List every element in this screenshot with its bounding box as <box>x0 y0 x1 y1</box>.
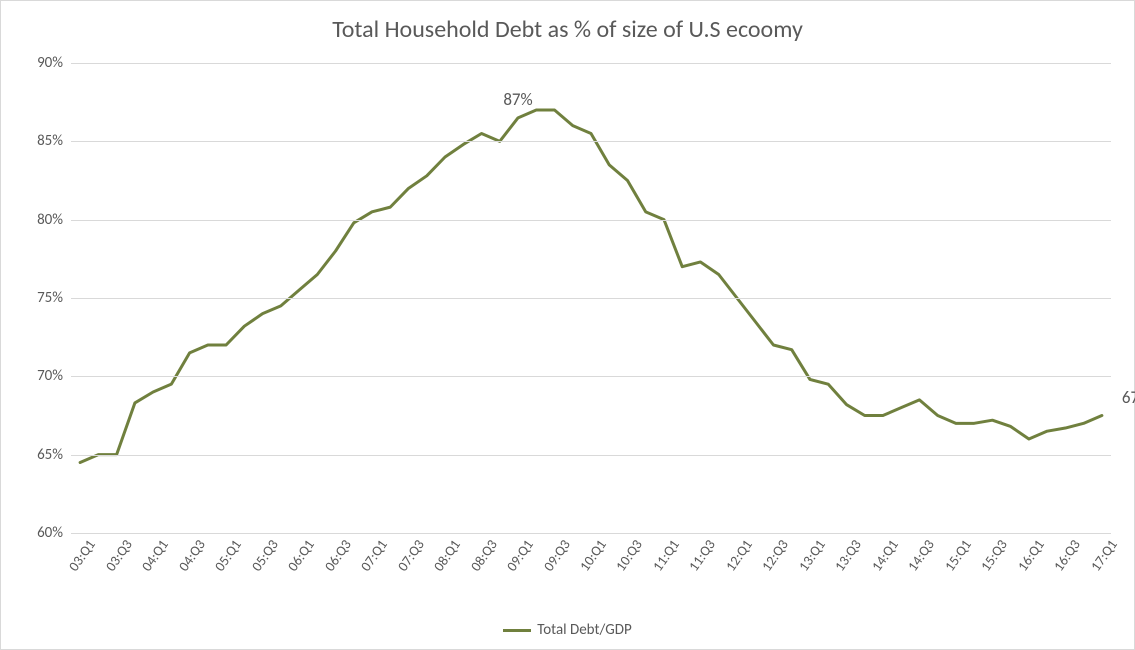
x-tick-label: 09:Q1 <box>498 533 537 574</box>
y-tick-label: 75% <box>37 289 71 307</box>
data-label: 87% <box>503 89 532 110</box>
x-tick-label: 07:Q1 <box>352 533 391 574</box>
x-tick-label: 04:Q1 <box>133 533 172 574</box>
x-tick-label: 13:Q1 <box>790 533 829 574</box>
plot-area: 60%65%70%75%80%85%90%03:Q103:Q304:Q104:Q… <box>71 63 1111 533</box>
x-tick-label: 15:Q3 <box>973 533 1012 574</box>
x-tick-label: 09:Q3 <box>535 533 574 574</box>
x-tick-label: 07:Q3 <box>389 533 428 574</box>
x-tick-label: 17:Q1 <box>1082 533 1121 574</box>
x-tick-label: 16:Q1 <box>1009 533 1048 574</box>
chart-container: Total Household Debt as % of size of U.S… <box>0 0 1135 650</box>
x-tick-label: 16:Q3 <box>1046 533 1085 574</box>
x-tick-label: 10:Q3 <box>608 533 647 574</box>
x-tick-label: 11:Q1 <box>644 533 683 574</box>
x-tick-label: 08:Q3 <box>462 533 501 574</box>
x-tick-label: 13:Q3 <box>827 533 866 574</box>
x-tick-label: 11:Q3 <box>681 533 720 574</box>
gridline <box>71 376 1111 377</box>
y-tick-label: 90% <box>37 54 71 72</box>
chart-title: Total Household Debt as % of size of U.S… <box>1 15 1134 44</box>
data-label: 67% <box>1122 387 1135 408</box>
x-tick-label: 06:Q1 <box>279 533 318 574</box>
gridline <box>71 141 1111 142</box>
x-tick-label: 05:Q1 <box>206 533 245 574</box>
x-tick-label: 06:Q3 <box>316 533 355 574</box>
x-tick-label: 12:Q3 <box>754 533 793 574</box>
x-tick-label: 03:Q3 <box>97 533 136 574</box>
x-tick-label: 04:Q3 <box>170 533 209 574</box>
x-tick-label: 10:Q1 <box>571 533 610 574</box>
series-line <box>80 110 1102 463</box>
y-tick-label: 85% <box>37 132 71 150</box>
x-tick-label: 15:Q1 <box>936 533 975 574</box>
legend: Total Debt/GDP <box>1 621 1134 639</box>
x-tick-label: 08:Q1 <box>425 533 464 574</box>
gridline <box>71 220 1111 221</box>
legend-swatch <box>503 629 531 632</box>
x-tick-label: 05:Q3 <box>243 533 282 574</box>
y-tick-label: 80% <box>37 211 71 229</box>
legend-label: Total Debt/GDP <box>537 621 632 639</box>
y-tick-label: 70% <box>37 367 71 385</box>
gridline <box>71 455 1111 456</box>
gridline <box>71 63 1111 64</box>
x-tick-label: 14:Q1 <box>863 533 902 574</box>
gridline <box>71 298 1111 299</box>
x-tick-label: 12:Q1 <box>717 533 756 574</box>
y-tick-label: 60% <box>37 524 71 542</box>
y-tick-label: 65% <box>37 446 71 464</box>
x-tick-label: 14:Q3 <box>900 533 939 574</box>
